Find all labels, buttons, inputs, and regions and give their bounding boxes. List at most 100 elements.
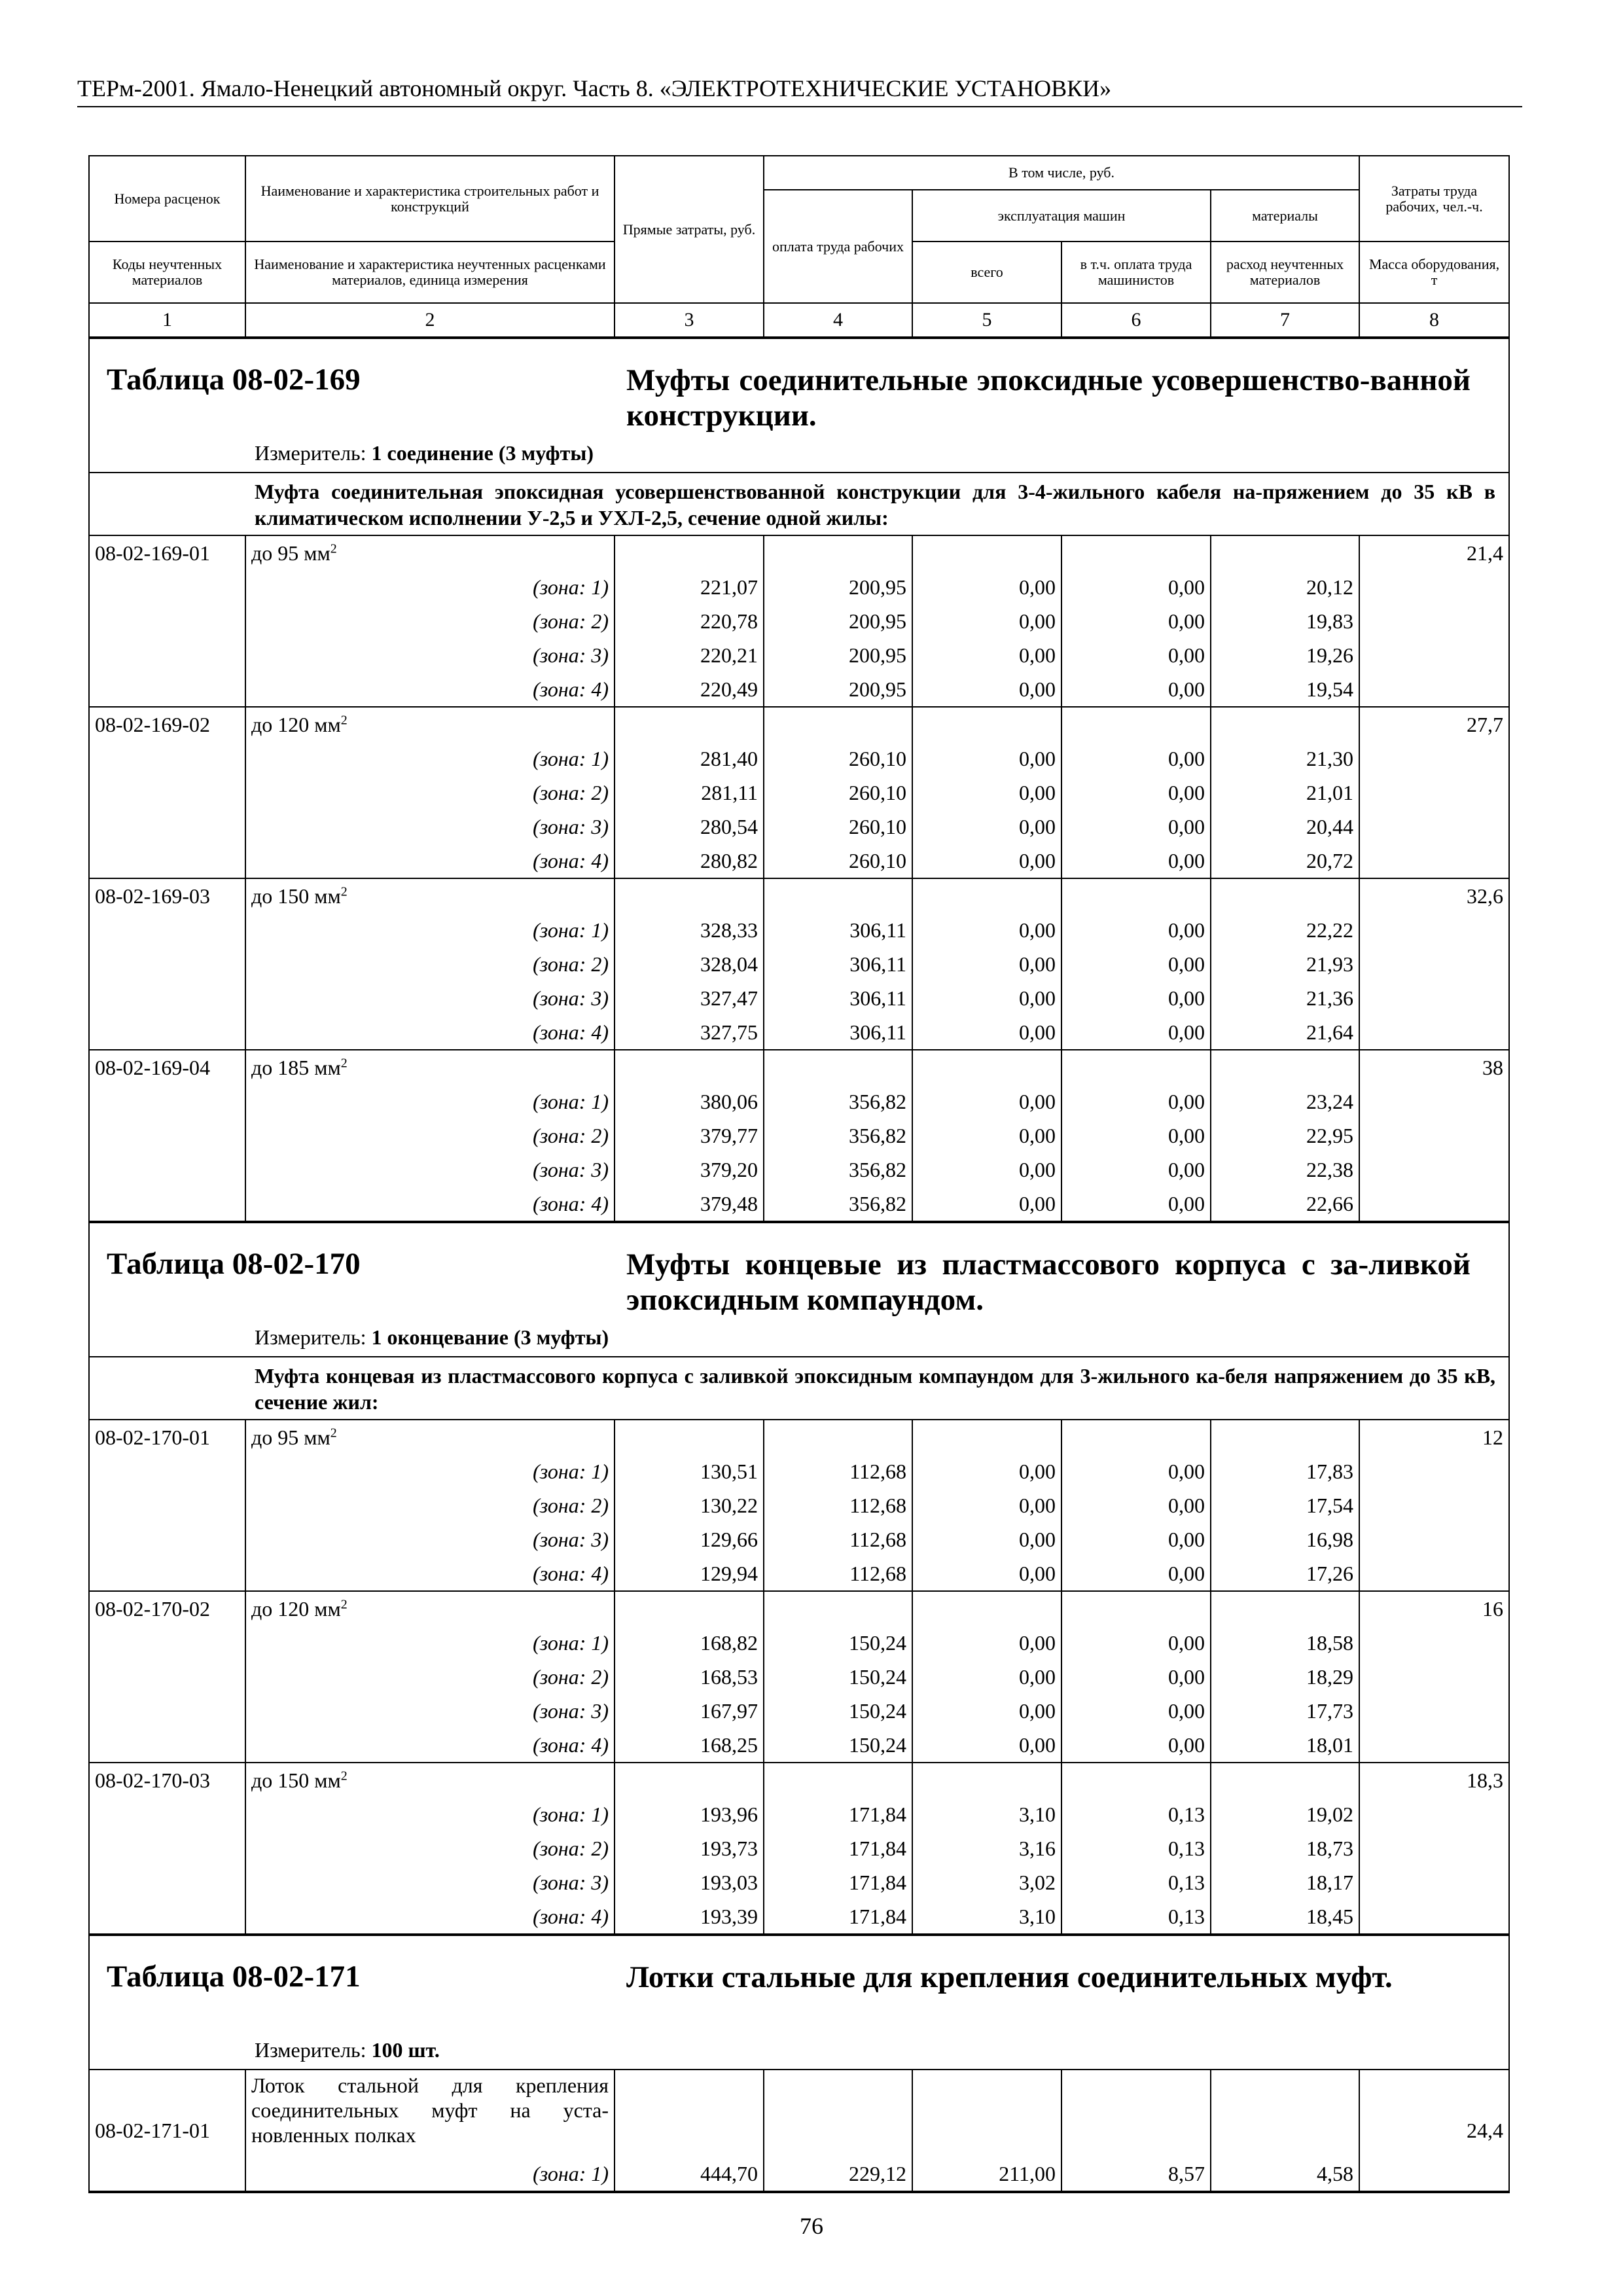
- zone-label: (зона: 4): [245, 844, 615, 879]
- item-name: Лоток стальной для крепления соединитель…: [245, 2069, 615, 2157]
- document-header-title: ТЕРм-2001. Ямало-Ненецкий автономный окр…: [77, 75, 1112, 101]
- empty-cell: [1359, 1522, 1510, 1556]
- col-header-labor-costs: Затраты труда рабочих, чел.-ч.: [1359, 155, 1510, 242]
- operator-pay: 0,00: [1061, 1556, 1211, 1592]
- empty-cell: [1061, 2069, 1211, 2157]
- col-header-machines: эксплуатация машин: [912, 189, 1211, 242]
- empty-cell: [88, 1694, 246, 1728]
- direct-costs: 193,03: [614, 1865, 764, 1899]
- zone-row: (зона: 3) 167,97 150,24 0,00 0,00 17,73: [88, 1694, 1510, 1728]
- zone-row: (зона: 2) 379,77 356,82 0,00 0,00 22,95: [88, 1119, 1510, 1153]
- labor-costs: 32,6: [1359, 878, 1510, 913]
- operator-pay: 0,00: [1061, 1085, 1211, 1119]
- empty-cell: [1359, 1626, 1510, 1660]
- operator-pay: 0,00: [1061, 1119, 1211, 1153]
- empty-cell: [912, 1049, 1062, 1085]
- direct-costs: 220,78: [614, 604, 764, 638]
- zone-label: (зона: 2): [245, 776, 615, 810]
- worker-pay: 200,95: [763, 604, 913, 638]
- direct-costs: 193,73: [614, 1831, 764, 1865]
- empty-cell: [1359, 672, 1510, 708]
- operator-pay: 0,00: [1061, 981, 1211, 1015]
- worker-pay: 150,24: [763, 1626, 913, 1660]
- materials: 19,83: [1209, 604, 1361, 638]
- worker-pay: 356,82: [763, 1119, 913, 1153]
- zone-row: (зона: 3) 220,21 200,95 0,00 0,00 19,26: [88, 638, 1510, 672]
- worker-pay: 112,68: [763, 1454, 913, 1488]
- direct-costs: 327,47: [614, 981, 764, 1015]
- empty-cell: [1209, 535, 1361, 570]
- zone-row: (зона: 2) 130,22 112,68 0,00 0,00 17,54: [88, 1488, 1510, 1522]
- page-number: 76: [800, 2213, 823, 2239]
- empty-cell: [1359, 1153, 1510, 1187]
- zone-row: (зона: 4) 168,25 150,24 0,00 0,00 18,01: [88, 1728, 1510, 1763]
- column-number: 6: [1061, 302, 1211, 339]
- zone-label: (зона: 1): [245, 1085, 615, 1119]
- materials: 17,73: [1209, 1694, 1361, 1728]
- empty-cell: [912, 1590, 1062, 1626]
- worker-pay: 171,84: [763, 1865, 913, 1899]
- empty-cell: [88, 1626, 246, 1660]
- machines-total: 3,02: [912, 1865, 1062, 1899]
- worker-pay: 260,10: [763, 742, 913, 776]
- table-title: Муфты соединительные эпоксидные усоверше…: [626, 363, 1471, 433]
- operator-pay: 0,00: [1061, 1728, 1211, 1763]
- empty-cell: [614, 2069, 764, 2157]
- empty-cell: [1209, 2069, 1361, 2157]
- zone-label: (зона: 4): [245, 1015, 615, 1050]
- zone-row: (зона: 4) 379,48 356,82 0,00 0,00 22,66: [88, 1187, 1510, 1223]
- direct-costs: 280,54: [614, 810, 764, 844]
- empty-cell: [1061, 1590, 1211, 1626]
- zone-row: (зона: 3) 280,54 260,10 0,00 0,00 20,44: [88, 810, 1510, 844]
- empty-cell: [88, 1454, 246, 1488]
- materials: 18,45: [1209, 1899, 1361, 1935]
- measure-value: 100 шт.: [371, 2038, 440, 2062]
- labor-costs: 38: [1359, 1049, 1510, 1085]
- zone-label: (зона: 4): [245, 1728, 615, 1763]
- materials: 20,12: [1209, 570, 1361, 604]
- rate-code: 08-02-170-03: [88, 1762, 246, 1797]
- zone-label: (зона: 3): [245, 981, 615, 1015]
- empty-cell: [1061, 706, 1211, 742]
- zone-label: (зона: 3): [245, 1153, 615, 1187]
- direct-costs: 129,66: [614, 1522, 764, 1556]
- machines-total: 0,00: [912, 570, 1062, 604]
- zone-label: (зона: 3): [245, 638, 615, 672]
- col-header-materials: материалы: [1209, 189, 1361, 242]
- machines-total: 0,00: [912, 776, 1062, 810]
- column-number: 8: [1359, 302, 1510, 339]
- rate-code: 08-02-170-02: [88, 1590, 246, 1626]
- zone-row: (зона: 3) 379,20 356,82 0,00 0,00 22,38: [88, 1153, 1510, 1187]
- materials: 22,22: [1209, 913, 1361, 947]
- table-row: 08-02-169-02 до 120 мм2 27,7: [88, 706, 1510, 742]
- materials: 18,29: [1209, 1660, 1361, 1694]
- empty-cell: [912, 1762, 1062, 1797]
- zone-row: (зона: 2) 193,73 171,84 3,16 0,13 18,73: [88, 1831, 1510, 1865]
- machines-total: 0,00: [912, 1085, 1062, 1119]
- worker-pay: 112,68: [763, 1556, 913, 1592]
- labor-costs: 21,4: [1359, 535, 1510, 570]
- machines-total: 0,00: [912, 672, 1062, 708]
- rate-code: 08-02-169-01: [88, 535, 246, 570]
- empty-cell: [1209, 1762, 1361, 1797]
- table-row: 08-02-170-01 до 95 мм2 12: [88, 1419, 1510, 1454]
- operator-pay: 0,00: [1061, 742, 1211, 776]
- item-name: до 95 мм2: [245, 1419, 615, 1454]
- item-name: до 120 мм2: [245, 1590, 615, 1626]
- worker-pay: 150,24: [763, 1728, 913, 1763]
- operator-pay: 0,00: [1061, 1454, 1211, 1488]
- empty-cell: [1359, 1488, 1510, 1522]
- machines-total: 0,00: [912, 1660, 1062, 1694]
- machines-total: 0,00: [912, 913, 1062, 947]
- zone-label: (зона: 1): [245, 1626, 615, 1660]
- empty-cell: [763, 535, 913, 570]
- empty-cell: [1359, 913, 1510, 947]
- operator-pay: 0,00: [1061, 947, 1211, 981]
- materials: 19,54: [1209, 672, 1361, 708]
- labor-costs: 16: [1359, 1590, 1510, 1626]
- zone-label: (зона: 1): [245, 742, 615, 776]
- machines-total: 0,00: [912, 742, 1062, 776]
- item-name-sup: 2: [330, 1426, 337, 1441]
- zone-label: (зона: 2): [245, 1488, 615, 1522]
- operator-pay: 0,00: [1061, 1153, 1211, 1187]
